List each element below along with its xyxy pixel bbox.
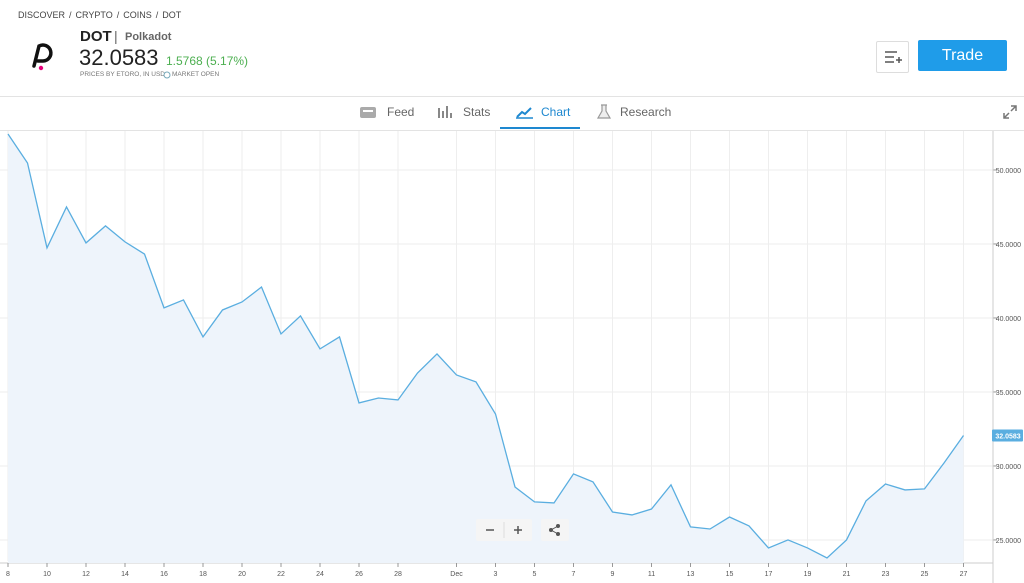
tab[interactable]: Chart xyxy=(541,105,571,119)
x-tick-label: 19 xyxy=(804,571,812,578)
x-tick-label: 25 xyxy=(921,571,929,578)
x-tick-label: 7 xyxy=(572,571,576,578)
price: 32.0583 xyxy=(79,45,159,70)
tab-underline xyxy=(500,127,580,129)
x-tick-label: 12 xyxy=(82,571,90,578)
crumb[interactable]: DISCOVER xyxy=(18,10,66,20)
tab[interactable]: Feed xyxy=(387,105,415,119)
feed-icon xyxy=(360,107,376,118)
crumb: DOT xyxy=(162,10,182,20)
divider xyxy=(0,130,1024,131)
symbol: DOT xyxy=(80,28,112,45)
x-tick-label: 23 xyxy=(882,571,890,578)
logo xyxy=(32,43,53,71)
research-icon xyxy=(596,104,612,119)
x-tick-label: 20 xyxy=(238,571,246,578)
y-tick-label: 50.0000 xyxy=(996,168,1021,175)
y-tick-label: 40.0000 xyxy=(996,316,1021,323)
x-tick-label: 16 xyxy=(160,571,168,578)
x-tick-label: 24 xyxy=(316,571,324,578)
last-price-label: 32.0583 xyxy=(995,433,1020,440)
x-tick-label: 8 xyxy=(6,571,10,578)
divider: | xyxy=(114,28,118,44)
x-tick-label: 21 xyxy=(843,571,851,578)
stats-icon xyxy=(438,106,452,118)
chart: 25.0000 30.0000 35.0000 40.0000 45.0000 50.00… xyxy=(0,131,1023,583)
clock-icon xyxy=(163,71,171,79)
tab[interactable]: Research xyxy=(620,105,672,119)
expand-icon[interactable] xyxy=(1002,104,1018,120)
divider xyxy=(0,96,1024,97)
crumb[interactable]: COINS xyxy=(123,10,152,20)
last-price-tag xyxy=(992,429,1023,442)
x-tick-label: 22 xyxy=(277,571,285,578)
x-tick-label: 3 xyxy=(494,571,498,578)
area xyxy=(8,133,964,564)
price-source: PRICES BY ETORO, IN USD xyxy=(80,71,166,78)
price-change: 1.5768 (5.17%) xyxy=(166,54,249,68)
x-tick-label: 18 xyxy=(199,571,207,578)
x-tick-label: 17 xyxy=(765,571,773,578)
trade-button[interactable]: Trade xyxy=(918,40,1007,71)
x-tick-label: Dec xyxy=(450,571,463,578)
x-tick-label: 9 xyxy=(611,571,615,578)
x-tick-label: 5 xyxy=(533,571,537,578)
y-tick-label: 35.0000 xyxy=(996,390,1021,397)
x-tick-label: 10 xyxy=(43,571,51,578)
x-tick-label: 27 xyxy=(960,571,968,578)
y-tick-label: 30.0000 xyxy=(996,464,1021,471)
tab[interactable]: Stats xyxy=(463,105,491,119)
share-button[interactable] xyxy=(541,519,569,541)
watchlist-button[interactable] xyxy=(876,41,909,73)
breadcrumb: DISCOVER / CRYPTO / COINS / DOT xyxy=(18,10,182,20)
x-tick-label: 11 xyxy=(648,571,655,578)
zoom-controls xyxy=(476,519,532,541)
price-line xyxy=(7,133,965,559)
instrument-name: Polkadot xyxy=(125,31,172,43)
x-tick-label: 26 xyxy=(355,571,363,578)
x-tick-label: 15 xyxy=(726,571,734,578)
market-status: MARKET OPEN xyxy=(172,71,220,78)
chart-icon xyxy=(516,107,533,119)
x-tick-label: 14 xyxy=(121,571,129,578)
x-tick-label: 13 xyxy=(687,571,695,578)
crumb[interactable]: CRYPTO xyxy=(75,10,113,20)
y-tick-label: 45.0000 xyxy=(996,242,1021,249)
y-tick-label: 25.0000 xyxy=(996,538,1021,545)
x-tick-label: 28 xyxy=(394,571,402,578)
